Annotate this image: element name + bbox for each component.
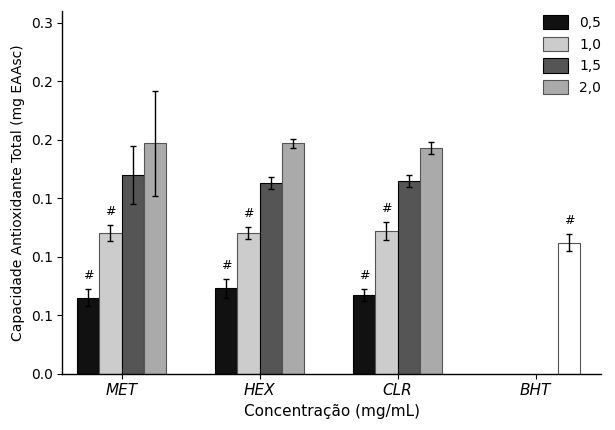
X-axis label: Concentração (mg/mL): Concentração (mg/mL) — [244, 404, 420, 419]
Bar — [375, 231, 397, 374]
Bar — [420, 148, 442, 374]
Bar — [260, 183, 282, 374]
Text: #: # — [105, 205, 116, 218]
Bar — [122, 175, 144, 374]
Bar — [144, 143, 166, 374]
Bar — [558, 243, 581, 374]
Text: #: # — [221, 259, 231, 272]
Text: #: # — [83, 270, 93, 283]
Bar — [237, 233, 260, 374]
Legend: 0,5, 1,0, 1,5, 2,0: 0,5, 1,0, 1,5, 2,0 — [539, 11, 605, 99]
Bar — [99, 233, 122, 374]
Text: #: # — [381, 202, 392, 215]
Y-axis label: Capacidade Antioxidante Total (mg EAAsc): Capacidade Antioxidante Total (mg EAAsc) — [11, 44, 25, 341]
Text: #: # — [243, 207, 253, 221]
Bar — [215, 288, 237, 374]
Bar — [397, 181, 420, 374]
Bar — [77, 298, 99, 374]
Text: #: # — [564, 215, 574, 227]
Bar — [282, 143, 304, 374]
Text: #: # — [359, 270, 369, 283]
Bar — [353, 295, 375, 374]
